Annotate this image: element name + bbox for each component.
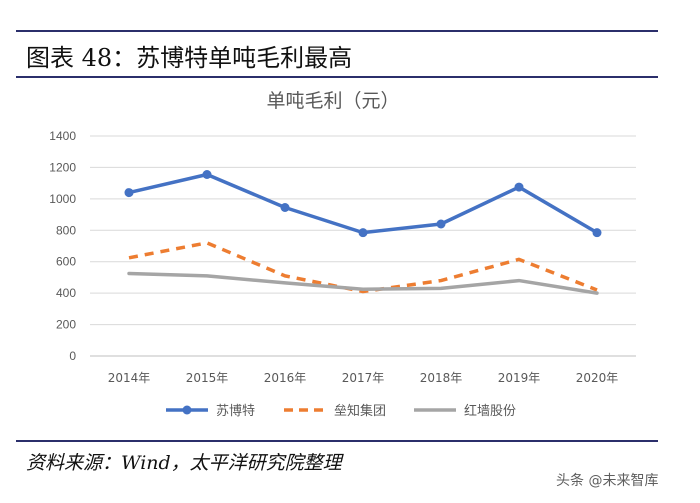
y-tick-label: 1200 (49, 160, 76, 174)
y-tick-label: 1400 (49, 129, 76, 143)
figure-title: 图表 48：苏博特单吨毛利最高 (26, 44, 353, 72)
y-tick-label: 0 (69, 349, 76, 363)
x-tick-label: 2014年 (108, 371, 151, 385)
footer-divider (16, 440, 658, 442)
chart-container: 单吨毛利（元） 0 200 400 600 800 1000 1200 1400 2014年 201… (16, 74, 658, 440)
series-line-1 (127, 172, 599, 235)
y-tick-label: 600 (56, 255, 76, 269)
x-tick-label: 2016年 (264, 371, 307, 385)
series-line-3 (127, 271, 599, 295)
x-tick-label: 2020年 (576, 371, 619, 385)
x-tick-label: 2017年 (342, 371, 385, 385)
data-point (124, 188, 134, 198)
y-tick-label: 800 (56, 223, 76, 237)
watermark: 头条 @未来智库 (556, 473, 659, 489)
data-point (202, 170, 212, 179)
series-line-2 (128, 241, 598, 294)
x-tick-label: 2018年 (420, 371, 463, 385)
legend-label: 红墙股份 (464, 403, 516, 419)
chart-title: 单吨毛利（元） (266, 90, 399, 112)
data-point (514, 182, 524, 192)
line-chart: 单吨毛利（元） 0 200 400 600 800 1000 1200 1400 2014年 201… (49, 90, 636, 419)
data-point (358, 228, 368, 238)
legend-label: 垒知集团 (334, 403, 386, 419)
x-tick-label: 2015年 (186, 371, 229, 385)
data-point (592, 228, 602, 238)
y-tick-label: 200 (56, 318, 76, 332)
source-note: 资料来源：Wind，太平洋研究院整理 (26, 452, 342, 474)
legend-label: 苏博特 (216, 403, 255, 419)
legend-marker (182, 405, 192, 415)
y-tick-label: 400 (56, 286, 76, 300)
figure-header: 图表 48：苏博特单吨毛利最高 (16, 30, 658, 78)
x-tick-label: 2019年 (498, 371, 541, 385)
data-point (280, 203, 290, 212)
y-tick-label: 1000 (49, 192, 76, 206)
data-point (436, 219, 446, 229)
